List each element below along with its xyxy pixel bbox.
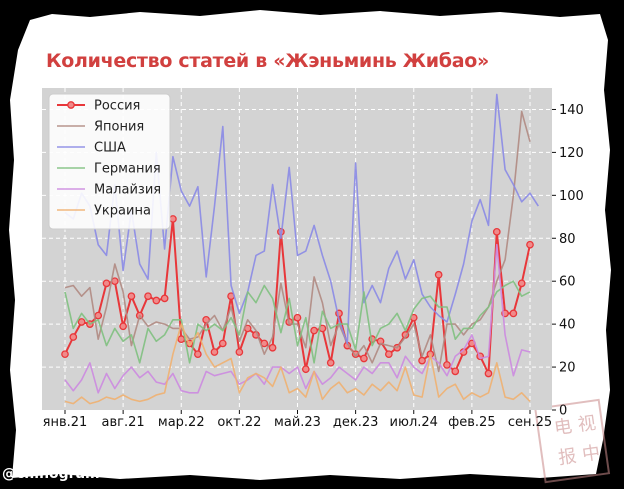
series-0-point-2 bbox=[77, 318, 86, 326]
series-0-point-46 bbox=[443, 361, 451, 369]
series-0-point-7 bbox=[119, 322, 127, 331]
y-tick-label-7: 140 bbox=[559, 103, 584, 118]
series-layer bbox=[61, 93, 539, 405]
series-line-2 bbox=[64, 93, 539, 345]
series-0-point-21 bbox=[235, 348, 244, 356]
x-tick-label-7: фев.25 bbox=[448, 415, 495, 430]
series-0-point-43 bbox=[418, 356, 426, 365]
legend-label-0: Россия bbox=[94, 99, 140, 114]
chart-title: Количество статей в «Жэньминь Жибао» bbox=[46, 50, 489, 72]
legend-label-5: Украина bbox=[94, 204, 151, 219]
legend-marker-0 bbox=[67, 101, 75, 109]
legend-label-2: США bbox=[94, 141, 126, 156]
series-0-point-13 bbox=[169, 215, 177, 223]
series-0-point-19 bbox=[218, 339, 227, 348]
x-tick-label-0: янв.21 bbox=[43, 415, 88, 430]
x-axis: янв.21 авг.21 мар.22 окт.22 май.23 дек.23 июл.… bbox=[43, 410, 552, 430]
series-0-point-25 bbox=[268, 343, 277, 352]
series-0-point-47 bbox=[451, 367, 460, 376]
y-tick-label-5: 100 bbox=[559, 189, 584, 204]
series-0-point-14 bbox=[177, 335, 186, 344]
series-0-point-16 bbox=[194, 350, 202, 359]
series-0-point-54 bbox=[509, 309, 518, 318]
x-tick-label-2: мар.22 bbox=[158, 415, 205, 430]
series-line-3 bbox=[64, 280, 531, 364]
series-line-5 bbox=[64, 323, 531, 405]
series-0-point-8 bbox=[127, 292, 136, 301]
series-0-point-32 bbox=[326, 358, 335, 367]
watermark-handle: @chinogram bbox=[2, 466, 100, 482]
series-0-point-56 bbox=[526, 240, 534, 249]
series-0-point-52 bbox=[492, 227, 501, 236]
svg-text:报: 报 bbox=[557, 446, 578, 469]
series-0-point-39 bbox=[384, 350, 393, 359]
series-0-point-10 bbox=[144, 292, 152, 301]
series-0-point-0 bbox=[61, 350, 69, 359]
series-0-point-30 bbox=[310, 326, 318, 335]
x-tick-label-6: июл.24 bbox=[390, 415, 438, 430]
legend-label-3: Германия bbox=[94, 162, 161, 177]
y-axis: 0 20 40 60 80 100 120 140 bbox=[552, 103, 584, 419]
series-0-point-18 bbox=[210, 348, 219, 356]
series-0-point-36 bbox=[360, 354, 368, 363]
y-tick-label-6: 120 bbox=[559, 146, 584, 161]
series-0-point-5 bbox=[102, 279, 111, 288]
svg-text:中: 中 bbox=[581, 442, 602, 465]
seal-stamp: 电 视 报 中 bbox=[534, 398, 611, 484]
x-tick-label-4: май.23 bbox=[274, 415, 321, 430]
x-tick-label-3: окт.22 bbox=[217, 415, 261, 430]
x-tick-label-5: дек.23 bbox=[333, 415, 379, 430]
legend-box bbox=[48, 93, 171, 230]
series-0-point-4 bbox=[94, 311, 103, 320]
series-line-1 bbox=[64, 110, 531, 373]
y-tick-label-1: 20 bbox=[559, 361, 576, 376]
series-0-point-51 bbox=[484, 369, 493, 378]
series-0-point-55 bbox=[517, 279, 526, 288]
svg-text:视: 视 bbox=[577, 413, 598, 436]
series-0-point-11 bbox=[152, 296, 161, 305]
x-tick-label-8: сен.25 bbox=[508, 415, 552, 430]
legend-label-4: Малайзия bbox=[94, 183, 161, 198]
series-0-point-1 bbox=[69, 333, 78, 341]
series-0-point-12 bbox=[160, 294, 169, 303]
y-tick-label-4: 80 bbox=[559, 232, 576, 247]
y-tick-label-0: 0 bbox=[559, 404, 567, 419]
legend-label-1: Япония bbox=[94, 120, 144, 135]
x-tick-label-1: авг.21 bbox=[102, 415, 145, 430]
series-0-point-29 bbox=[301, 365, 310, 374]
legend: Россия Япония США Германия Малайзия Украина bbox=[48, 93, 171, 230]
series-line-4 bbox=[64, 243, 531, 394]
y-tick-label-2: 40 bbox=[559, 318, 576, 333]
svg-text:电: 电 bbox=[553, 416, 574, 439]
series-0-point-28 bbox=[293, 313, 302, 322]
y-tick-label-3: 60 bbox=[559, 275, 576, 290]
series-0-point-45 bbox=[434, 270, 443, 279]
